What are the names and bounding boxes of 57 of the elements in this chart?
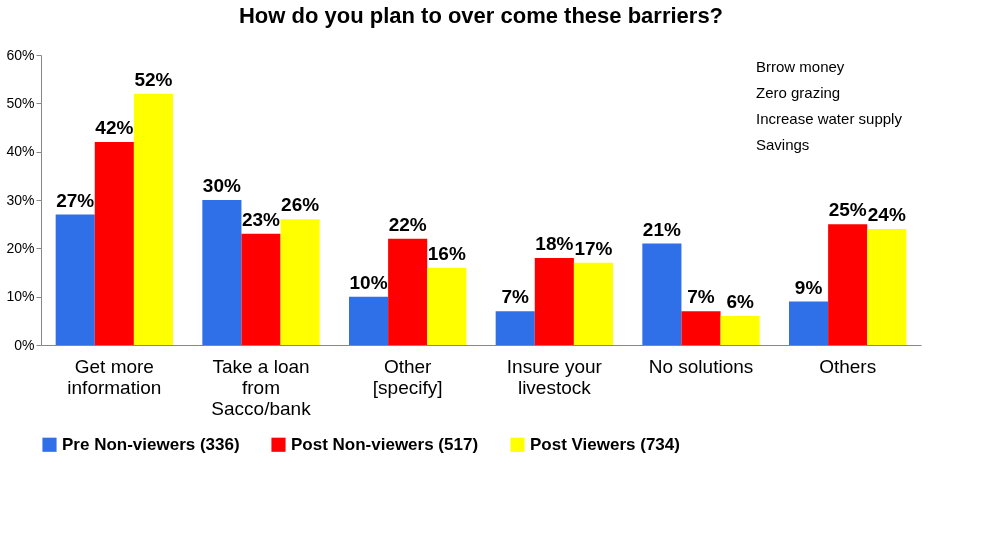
y-tick-label: 60%	[6, 46, 35, 63]
y-tick-label: 10%	[6, 288, 35, 305]
bar	[94, 142, 134, 345]
chart-title: How do you plan to over come these barriers?	[238, 3, 724, 28]
bar	[202, 200, 242, 345]
bar	[495, 311, 535, 345]
y-tick-label: 50%	[6, 94, 35, 111]
x-tick-label: No solutions	[648, 355, 754, 377]
annotation: Savings	[756, 136, 810, 153]
bar	[681, 311, 721, 345]
data-label: 18%	[535, 233, 574, 254]
data-label: 6%	[726, 291, 754, 312]
data-label: 52%	[134, 68, 173, 90]
data-label: 22%	[388, 213, 427, 235]
bar	[534, 258, 574, 345]
x-tick-label: Take a loan from Sacco/bank	[211, 355, 312, 419]
y-tick-label: 30%	[6, 191, 35, 208]
legend-label: Pre Non-viewers (336)	[62, 434, 240, 454]
bar	[349, 296, 389, 345]
data-label: 16%	[427, 242, 466, 264]
x-tick-label: Other [specify]	[372, 355, 443, 398]
x-tick-label: Others	[819, 355, 877, 377]
y-tick-label: 40%	[6, 143, 35, 160]
bar	[642, 243, 682, 345]
bar	[55, 214, 95, 345]
data-label: 26%	[281, 194, 320, 216]
annotation: Increase water supply	[756, 110, 903, 127]
bar	[573, 262, 613, 345]
bar	[133, 93, 173, 345]
x-tick-label: Get more information	[67, 355, 162, 398]
y-tick-label: 0%	[14, 336, 35, 353]
data-label: 24%	[867, 204, 906, 225]
data-label: 7%	[687, 286, 715, 308]
data-label: 42%	[95, 117, 134, 138]
annotation: Zero grazing	[756, 84, 841, 101]
bar	[388, 238, 428, 345]
data-label: 7%	[501, 286, 530, 308]
bar	[789, 301, 829, 345]
data-label: 30%	[202, 175, 242, 196]
annotation: Brrow money	[756, 58, 845, 75]
bar	[828, 224, 868, 345]
data-label: 10%	[349, 271, 388, 293]
x-tick-label: Insure your livestock	[506, 355, 603, 398]
bar	[427, 267, 467, 345]
bar	[720, 316, 760, 345]
legend-label: Post Non-viewers (517)	[291, 434, 479, 454]
data-label: 21%	[642, 218, 682, 240]
y-tick-label: 20%	[6, 239, 35, 256]
data-label: 23%	[241, 208, 281, 230]
bar	[867, 229, 907, 345]
bar	[241, 233, 281, 345]
data-label: 27%	[56, 189, 95, 211]
data-label: 9%	[794, 276, 823, 298]
data-label: 25%	[828, 199, 867, 221]
data-label: 17%	[574, 237, 613, 259]
bar	[280, 219, 320, 345]
legend-label: Post Viewers (734)	[530, 434, 680, 454]
